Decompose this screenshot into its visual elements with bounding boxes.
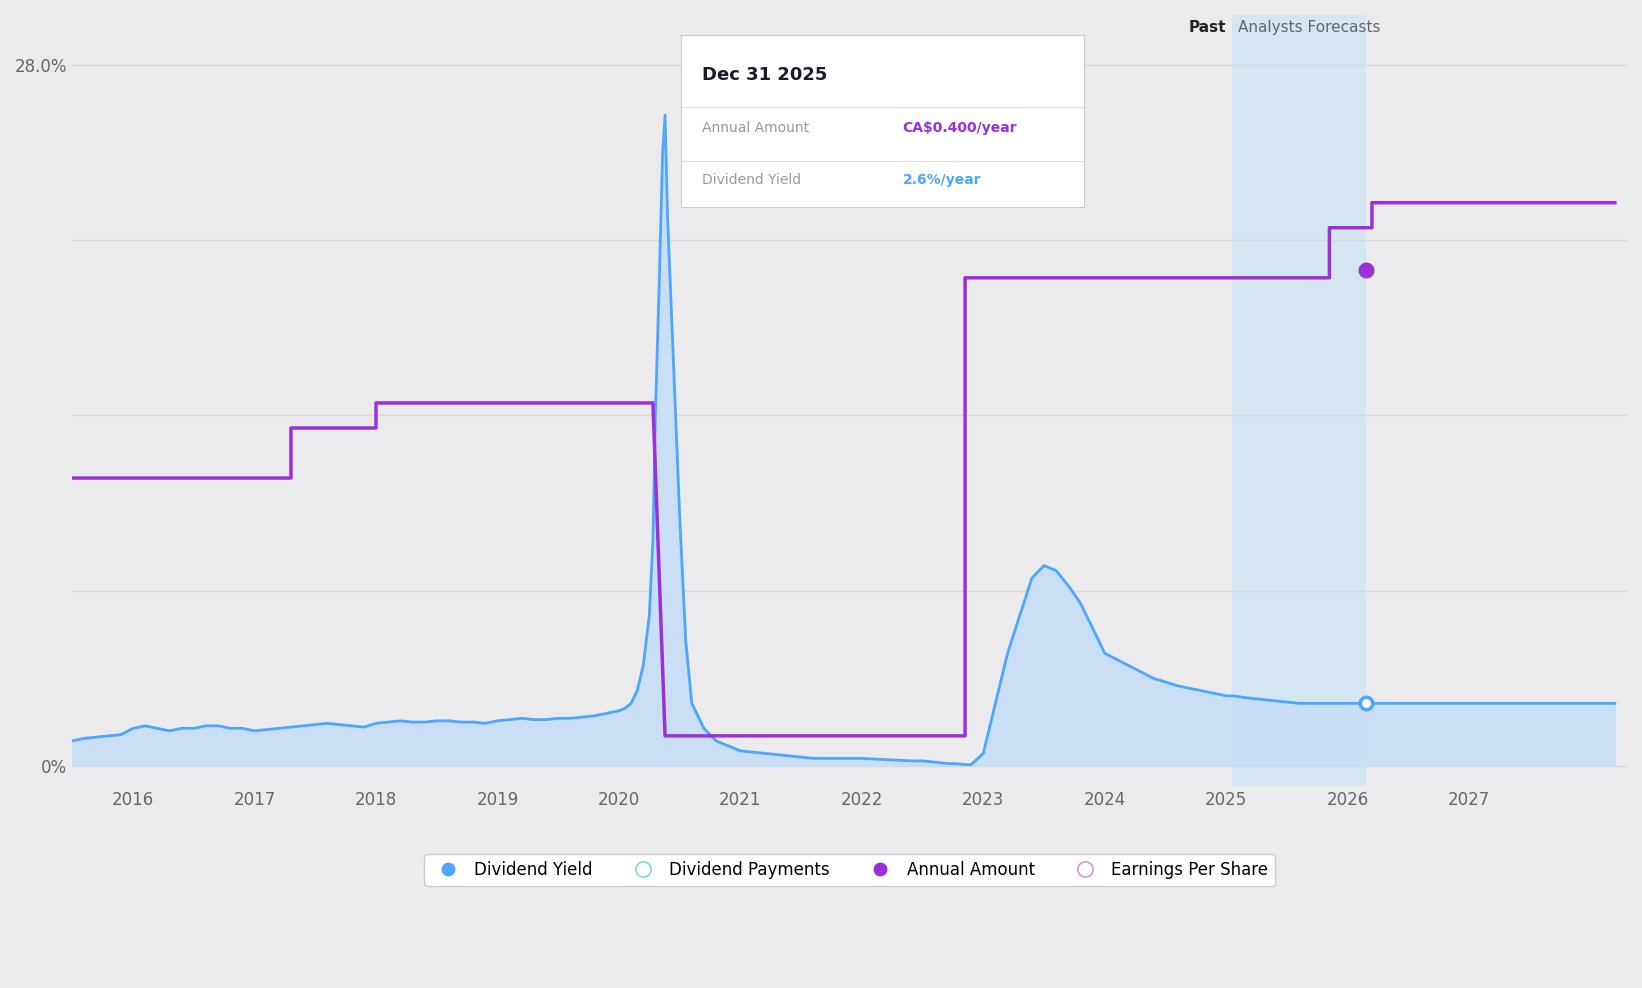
Text: Dec 31 2025: Dec 31 2025 [701, 65, 828, 84]
Text: CA$0.400/year: CA$0.400/year [903, 122, 1018, 135]
Bar [1232, 15, 1366, 785]
Text: Dividend Yield: Dividend Yield [701, 173, 801, 187]
Text: Annual Amount: Annual Amount [701, 122, 808, 135]
Legend: Dividend Yield, Dividend Payments, Annual Amount, Earnings Per Share: Dividend Yield, Dividend Payments, Annua… [424, 855, 1276, 885]
Text: 2.6%/year: 2.6%/year [903, 173, 982, 187]
Text: Analysts Forecasts: Analysts Forecasts [1238, 20, 1381, 35]
Text: Past: Past [1189, 20, 1227, 35]
